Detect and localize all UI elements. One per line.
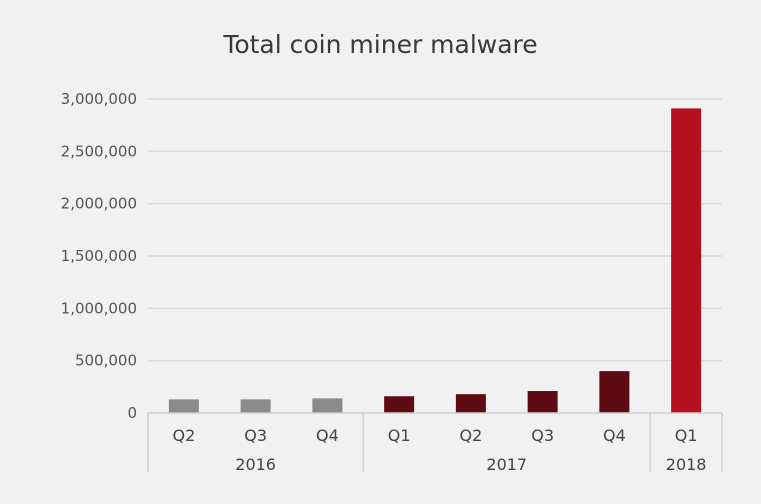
bar (240, 399, 271, 413)
y-tick-label: 0 (127, 404, 137, 422)
gridlines (148, 98, 722, 362)
bar (671, 108, 702, 414)
y-tick-label: 2,000,000 (61, 195, 137, 213)
y-axis-ticks: 0 500,000 1,000,000 1,500,000 2,000,000 2,500… (61, 90, 137, 422)
y-tick-label: 1,500,000 (61, 247, 137, 265)
x-tick-label: Q2 (172, 426, 195, 445)
bar (527, 391, 558, 413)
chart-title: Total coin miner malware (223, 30, 538, 59)
y-tick-label: 3,000,000 (61, 90, 137, 108)
x-tick-label: Q1 (388, 426, 411, 445)
bar (384, 396, 415, 413)
x-group-label: 2017 (486, 455, 527, 474)
x-tick-label: Q3 (531, 426, 554, 445)
x-tick-label: Q4 (603, 426, 626, 445)
x-tick-label: Q1 (675, 426, 698, 445)
bars (168, 108, 702, 414)
x-group-label: 2016 (235, 455, 276, 474)
y-tick-label: 500,000 (75, 352, 137, 370)
bar (455, 394, 486, 413)
bar (312, 398, 343, 413)
x-axis: Q2 Q3 Q4 Q1 Q2 Q3 Q4 Q1 2016 2017 2018 (147, 412, 723, 474)
x-tick-label: Q2 (459, 426, 482, 445)
bar (168, 399, 199, 413)
y-tick-label: 1,000,000 (61, 299, 137, 317)
bar (599, 371, 630, 413)
x-tick-label: Q4 (316, 426, 339, 445)
y-tick-label: 2,500,000 (61, 142, 137, 160)
x-tick-label: Q3 (244, 426, 267, 445)
x-group-label: 2018 (666, 455, 707, 474)
